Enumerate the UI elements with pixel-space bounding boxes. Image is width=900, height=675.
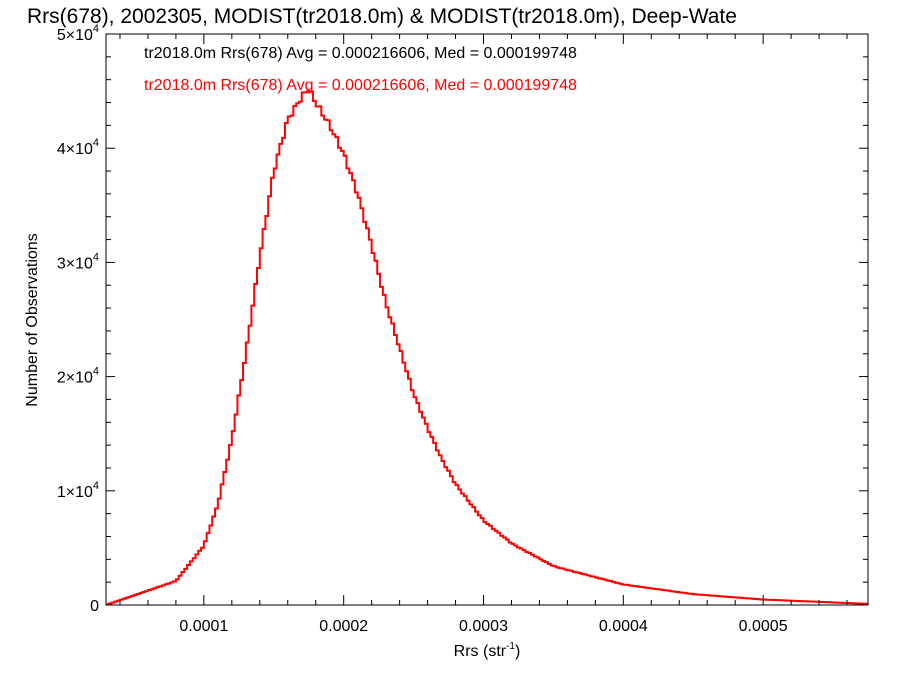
- x-tick-label: 0.0005: [739, 618, 788, 635]
- y-tick-label: 3×104: [57, 251, 99, 272]
- y-tick-label-exponent: 4: [93, 137, 99, 149]
- y-tick-label-exponent: 4: [93, 251, 99, 263]
- y-tick-label-mantissa: 3×10: [57, 255, 93, 272]
- y-tick-label: 5×104: [57, 23, 99, 44]
- x-axis: 0.0001 0.0002 0.0003 0.0004 0.0005: [119, 34, 848, 635]
- x-axis-label-exponent: -1: [506, 641, 515, 652]
- y-tick-label-exponent: 4: [93, 23, 99, 35]
- y-tick-label-mantissa: 1×10: [57, 484, 93, 501]
- x-tick-label: 0.0004: [599, 618, 648, 635]
- x-axis-label-close: ): [515, 643, 520, 660]
- x-axis-label: Rrs (str-1): [454, 641, 521, 660]
- plot-frame: [105, 33, 869, 606]
- y-tick-label-exponent: 4: [93, 366, 99, 378]
- y-tick-label-exponent: 4: [93, 480, 99, 492]
- y-tick-label: 1×104: [57, 480, 99, 501]
- histogram-layer: [106, 90, 868, 606]
- legend-entry-red: tr2018.0m Rrs(678) Avg = 0.000216606, Me…: [144, 77, 577, 94]
- y-axis-label: Number of Observations: [24, 233, 41, 406]
- chart-title: Rrs(678), 2002305, MODIST(tr2018.0m) & M…: [27, 5, 737, 28]
- y-tick-label-mantissa: 4×10: [57, 141, 93, 158]
- y-tick-label-mantissa: 0: [90, 598, 99, 615]
- y-tick-label-mantissa: 5×10: [57, 27, 93, 44]
- x-tick-label: 0.0001: [179, 618, 228, 635]
- y-tick-label: 4×104: [57, 137, 99, 158]
- y-tick-label: 0: [90, 598, 99, 615]
- x-tick-label: 0.0003: [459, 618, 508, 635]
- y-tick-label-mantissa: 2×10: [57, 370, 93, 387]
- legend-entry-black: tr2018.0m Rrs(678) Avg = 0.000216606, Me…: [144, 45, 577, 62]
- x-tick-label: 0.0002: [319, 618, 368, 635]
- x-axis-label-main: Rrs (str: [454, 643, 507, 660]
- histogram-series-line: [106, 90, 868, 606]
- y-tick-label: 2×104: [57, 366, 99, 387]
